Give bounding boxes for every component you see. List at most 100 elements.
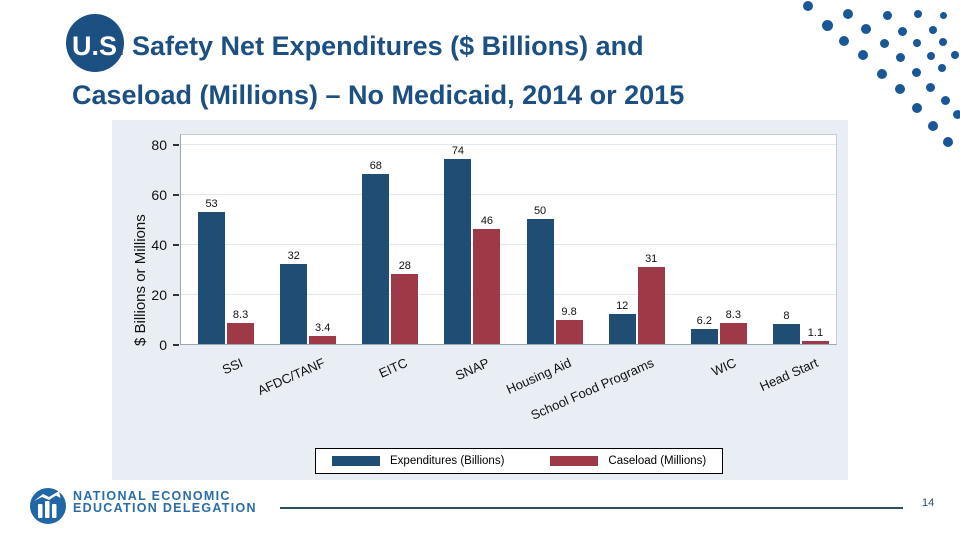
x-axis-category-label: Head Start	[757, 355, 821, 394]
legend-item: Expenditures (Billions)	[332, 455, 504, 467]
dot	[951, 51, 959, 59]
bar-with-label: 28	[391, 260, 419, 344]
x-axis-category-label: EITC	[376, 355, 410, 381]
dot	[939, 38, 947, 46]
bar-value-label: 68	[369, 160, 382, 172]
dot	[929, 26, 937, 34]
dot	[895, 84, 905, 94]
y-axis-tick-label: 80	[151, 137, 167, 153]
x-axis-category-label: AFDC/TANF	[255, 355, 328, 398]
bar-group: 32 3.4	[263, 135, 345, 344]
x-axis-category-label: WIC	[708, 355, 738, 379]
dot	[858, 50, 868, 60]
bar-with-label: 31	[637, 253, 665, 344]
bar-value-label: 50	[533, 205, 547, 217]
bar	[772, 324, 800, 344]
bar	[362, 174, 390, 344]
bar-value-label: 9.8	[561, 305, 577, 318]
legend-label: Caseload (Millions)	[608, 455, 707, 467]
bar-with-label: 50	[526, 205, 554, 344]
gridline	[181, 244, 836, 245]
chart-legend: Expenditures (Billions) Caseload (Million…	[315, 448, 724, 474]
bar-with-label: 9.8	[555, 305, 583, 344]
dot	[803, 1, 813, 11]
y-axis: 0 20 40 60 80	[112, 120, 180, 359]
bar-with-label: 12	[608, 300, 636, 344]
dot	[877, 69, 887, 79]
bar	[309, 335, 337, 344]
y-axis-tick-mark	[173, 194, 179, 196]
y-axis-tick-label: 40	[151, 237, 167, 253]
bar	[608, 314, 636, 344]
bar	[473, 229, 501, 344]
x-axis-category-label: SSI	[219, 355, 246, 378]
bar-with-label: 1.1	[801, 327, 829, 344]
y-axis-tick-label: 20	[151, 287, 167, 303]
legend-swatch	[550, 456, 599, 466]
title-us-prefix: U.S	[72, 31, 118, 61]
title-line-2: Caseload (Millions) – No Medicaid, 2014 …	[72, 80, 685, 110]
bar-with-label: 53	[198, 197, 226, 344]
dot	[943, 137, 953, 147]
dot	[925, 82, 935, 92]
title-line-1: U.S. Safety Net Expenditures ($ Billions…	[66, 14, 852, 72]
dot	[940, 95, 950, 105]
y-axis-tick-mark	[173, 344, 179, 346]
bar	[690, 328, 718, 344]
org-name: NATIONAL ECONOMIC EDUCATION DELEGATION	[73, 490, 257, 515]
dot	[843, 9, 853, 19]
bar-group: 53 8.3	[181, 135, 263, 344]
bar-group: 50 9.8	[510, 135, 592, 344]
y-axis-tick-label: 0	[159, 337, 167, 353]
need-logo-icon	[30, 488, 66, 524]
bar	[391, 274, 419, 344]
bar-value-label: 28	[398, 260, 411, 272]
legend-swatch	[332, 456, 380, 466]
gridline	[181, 294, 836, 295]
gridline	[181, 194, 836, 195]
bar	[280, 264, 308, 344]
bar	[444, 159, 472, 344]
bar-group: 12 31	[592, 135, 674, 344]
bar-value-label: 6.2	[696, 314, 712, 327]
footer-divider	[280, 507, 903, 509]
bar-group: 74 46	[427, 135, 509, 344]
bar-value-label: 12	[616, 300, 629, 312]
dot	[861, 24, 871, 34]
y-axis-tick-mark	[173, 144, 179, 146]
bar-group: 68 28	[345, 135, 427, 344]
bar-with-label: 6.2	[690, 314, 718, 344]
legend-label: Expenditures (Billions)	[390, 455, 505, 467]
dot	[895, 52, 905, 62]
gridline	[181, 144, 836, 145]
bar-with-label: 8.3	[719, 309, 747, 344]
org-name-line2: EDUCATION DELEGATION	[73, 501, 257, 515]
bar-value-label: 3.4	[315, 321, 331, 334]
dot	[911, 67, 921, 77]
x-axis-category-label: Housing Aid	[504, 355, 574, 397]
title-line1-text: . Safety Net Expenditures ($ Billions) a…	[117, 31, 644, 61]
dot	[913, 39, 921, 47]
x-axis: SSI AFDC/TANF EITC SNAP Housing Aid School Fo…	[180, 349, 837, 444]
x-axis-category-label: SNAP	[453, 355, 492, 384]
bar-group: 6.2 8.3	[674, 135, 756, 344]
footer: NATIONAL ECONOMIC EDUCATION DELEGATION 1…	[0, 484, 960, 540]
bar-value-label: 8.3	[232, 309, 249, 322]
slide-title: U.S. Safety Net Expenditures ($ Billions…	[66, 14, 852, 111]
bar-value-label: 8	[783, 310, 790, 322]
y-axis-tick-mark	[173, 294, 179, 296]
bar	[637, 266, 665, 344]
bar-with-label: 32	[280, 250, 308, 344]
dot	[821, 19, 833, 31]
dot	[928, 121, 938, 131]
bar-with-label: 8.3	[227, 309, 255, 344]
bar-value-label: 32	[287, 250, 300, 262]
bar-value-label: 53	[205, 197, 218, 210]
bar	[526, 219, 554, 344]
bar-value-label: 1.1	[807, 327, 824, 340]
y-axis-tick-label: 60	[151, 187, 167, 203]
bar-with-label: 46	[473, 215, 501, 344]
y-axis-tick-mark	[173, 244, 179, 246]
bar	[198, 211, 226, 344]
